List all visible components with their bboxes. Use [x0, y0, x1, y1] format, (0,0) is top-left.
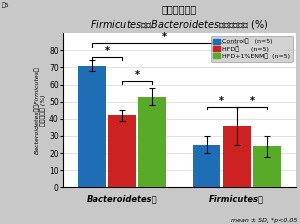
Bar	[253, 146, 281, 187]
Text: Firmicutes門: Firmicutes門	[209, 194, 264, 203]
Text: *: *	[135, 70, 140, 80]
Text: 囵5: 囵5	[2, 2, 9, 8]
Text: mean ± SD, *p<0.05: mean ± SD, *p<0.05	[231, 218, 297, 223]
Bar	[78, 66, 106, 187]
Text: *: *	[250, 96, 254, 106]
Text: Bacteroidetes門: Bacteroidetes門	[87, 194, 157, 203]
Text: *: *	[104, 46, 109, 56]
Bar	[193, 144, 220, 187]
Y-axis label: Bacteroidetes門とFirmicutes門
の存在割合 (%): Bacteroidetes門とFirmicutes門 の存在割合 (%)	[34, 66, 46, 154]
Bar	[108, 115, 136, 187]
Bar	[223, 126, 251, 187]
Legend: Control群   (n=5), HFD群      (n=5), HFD+1%ENM群  (n=5): Control群 (n=5), HFD群 (n=5), HFD+1%ENM群 (…	[211, 36, 293, 62]
Title: 各群における
$Firmicutes$門と$Bacteroidetes$門の存在割合 (%): 各群における $Firmicutes$門と$Bacteroidetes$門の存在…	[90, 4, 269, 31]
Text: *: *	[162, 32, 167, 43]
Bar	[138, 97, 166, 187]
Text: *: *	[219, 96, 224, 106]
